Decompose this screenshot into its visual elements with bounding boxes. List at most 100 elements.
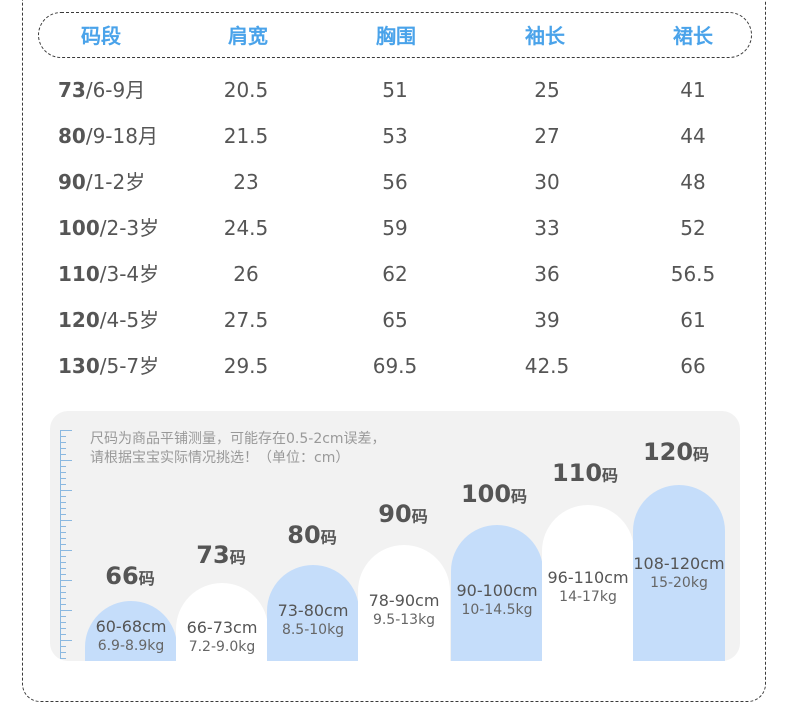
ruler-tick: [60, 574, 66, 575]
table-row: 120/4-5岁 27.5 65 39 61: [0, 300, 790, 340]
ruler-tick: [60, 448, 66, 449]
skirt-cell: 56.5: [670, 262, 716, 286]
ruler-tick: [60, 472, 66, 473]
height-range: 108-120cm: [633, 554, 725, 573]
sleeve-cell: 27: [534, 124, 560, 148]
size-bar-80: 73-80cm 8.5-10kg: [267, 565, 359, 661]
size-chart-frame: [22, 0, 766, 702]
header-sleeve: 袖长: [525, 24, 565, 48]
ruler-tick: [60, 658, 66, 659]
sleeve-cell: 33: [534, 216, 560, 240]
shoulder-cell: 24.5: [223, 216, 269, 240]
size-label-unit: 码: [229, 548, 246, 567]
ruler-tick: [60, 478, 66, 479]
measurement-note: 尺码为商品平铺测量，可能存在0.5-2cm误差， 请根据宝宝实际情况挑选！（单位…: [90, 430, 386, 468]
size-label-unit: 码: [320, 528, 337, 547]
size-label-90: 90码: [353, 500, 453, 528]
ruler-tick: [60, 580, 72, 581]
height-range: 73-80cm: [277, 601, 349, 620]
ruler-tick: [60, 634, 66, 635]
height-range: 60-68cm: [95, 617, 167, 636]
weight-range: 8.5-10kg: [281, 622, 345, 638]
size-number: 120: [58, 308, 100, 332]
header-chest: 胸围: [376, 24, 416, 48]
size-number: 130: [58, 354, 100, 378]
age-range: /4-5岁: [99, 308, 160, 332]
shoulder-cell: 20.5: [223, 78, 269, 102]
height-range: 96-110cm: [547, 568, 629, 587]
weight-range: 14-17kg: [559, 589, 617, 605]
table-row: 100/2-3岁 24.5 59 33 52: [0, 208, 790, 248]
size-label-unit: 码: [511, 487, 528, 506]
skirt-cell: 44: [680, 124, 706, 148]
size-label-unit: 码: [138, 569, 155, 588]
ruler-tick: [60, 430, 72, 431]
sleeve-cell: 42.5: [524, 354, 570, 378]
ruler-tick: [60, 592, 66, 593]
size-number: 73: [58, 78, 86, 102]
chest-cell: 59: [382, 216, 408, 240]
chest-cell: 69.5: [372, 354, 418, 378]
ruler-tick: [60, 442, 66, 443]
size-bar-90: 78-90cm 9.5-13kg: [358, 545, 450, 661]
chest-cell: 53: [382, 124, 408, 148]
age-range: /3-4岁: [99, 262, 160, 286]
skirt-cell: 41: [680, 78, 706, 102]
ruler-tick: [60, 622, 66, 623]
age-range: /5-7岁: [99, 354, 160, 378]
height-range: 90-100cm: [456, 581, 538, 600]
size-bar-110: 96-110cm 14-17kg: [542, 505, 634, 661]
ruler-tick: [60, 466, 66, 467]
size-bar-100: 90-100cm 10-14.5kg: [451, 525, 543, 661]
ruler-tick: [60, 568, 66, 569]
table-row: 110/3-4岁 26 62 36 56.5: [0, 254, 790, 294]
size-number: 80: [58, 124, 86, 148]
ruler-tick: [60, 484, 66, 485]
size-label-number: 73: [196, 541, 230, 569]
sleeve-cell: 39: [534, 308, 560, 332]
shoulder-cell: 27.5: [223, 308, 269, 332]
size-label-number: 100: [460, 480, 512, 508]
skirt-cell: 61: [680, 308, 706, 332]
table-row: 90/1-2岁 23 56 30 48: [0, 162, 790, 202]
sleeve-cell: 30: [534, 170, 560, 194]
height-range: 66-73cm: [186, 618, 258, 637]
shoulder-cell: 26: [233, 262, 259, 286]
ruler-tick: [60, 652, 66, 653]
ruler-tick: [60, 628, 66, 629]
chest-cell: 62: [382, 262, 408, 286]
ruler-tick: [60, 538, 66, 539]
ruler-tick: [60, 514, 66, 515]
ruler-tick: [60, 556, 66, 557]
size-label-110: 110码: [535, 459, 635, 487]
size-cell: 110/3-4岁: [58, 254, 208, 294]
size-cell: 90/1-2岁: [58, 162, 208, 202]
size-cell: 80/9-18月: [58, 116, 208, 156]
ruler-tick: [60, 640, 72, 641]
ruler-tick: [60, 646, 66, 647]
shoulder-cell: 23: [233, 170, 259, 194]
ruler-tick: [60, 490, 72, 491]
skirt-cell: 66: [680, 354, 706, 378]
ruler-tick: [60, 460, 72, 461]
weight-range: 10-14.5kg: [461, 602, 533, 618]
header-skirt: 裙长: [673, 24, 713, 48]
age-range: /6-9月: [85, 78, 146, 102]
ruler-tick: [60, 526, 66, 527]
size-number: 100: [58, 216, 100, 240]
size-label-120: 120码: [626, 438, 726, 466]
size-cell: 100/2-3岁: [58, 208, 208, 248]
table-row: 73/6-9月 20.5 51 25 41: [0, 70, 790, 110]
ruler-tick: [60, 604, 66, 605]
weight-range: 6.9-8.9kg: [97, 638, 165, 654]
chest-cell: 51: [382, 78, 408, 102]
table-row: 130/5-7岁 29.5 69.5 42.5 66: [0, 346, 790, 386]
size-label-80: 80码: [262, 521, 362, 549]
skirt-cell: 48: [680, 170, 706, 194]
size-label-unit: 码: [411, 507, 428, 526]
size-number: 110: [58, 262, 100, 286]
weight-range: 15-20kg: [650, 575, 708, 591]
weight-range: 7.2-9.0kg: [188, 639, 256, 655]
age-range: /2-3岁: [99, 216, 160, 240]
size-label-unit: 码: [602, 466, 619, 485]
